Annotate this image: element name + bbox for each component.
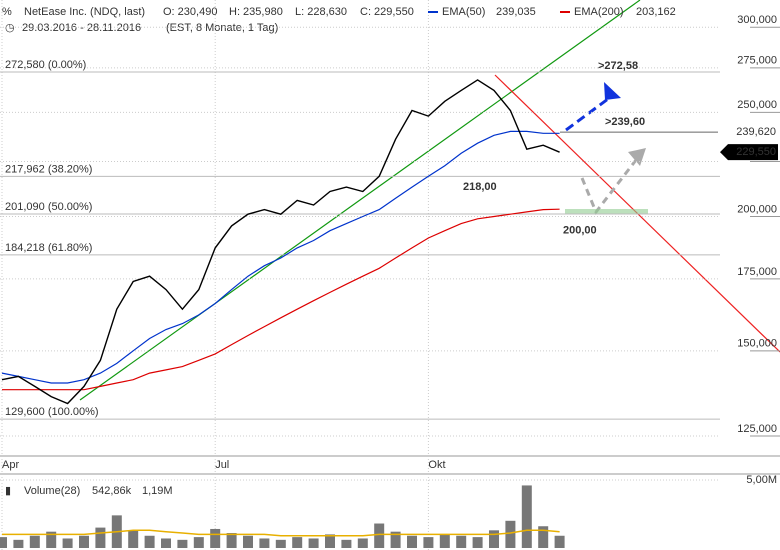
y-tick-label: 125,000 [737, 423, 777, 435]
y-tick-label: 175,000 [737, 266, 777, 278]
volume-bar [374, 523, 385, 548]
volume-bar [243, 535, 253, 548]
fib-label: 184,218 (61.80%) [5, 242, 92, 254]
volume-bar [193, 537, 204, 548]
fib-label: 201,090 (50.00%) [5, 201, 92, 213]
volume-bar [325, 534, 335, 548]
volume-bar [390, 531, 401, 548]
volume-bar [128, 530, 139, 548]
volume-bar [554, 535, 565, 548]
price-line [1, 79, 560, 405]
volume-bar [259, 538, 270, 548]
volume-bar [456, 535, 467, 548]
volume-bar [489, 530, 499, 548]
legend-label: EMA(200) [574, 6, 624, 18]
volume-bar [423, 537, 434, 548]
volume-icon: ▮ [5, 485, 11, 497]
resistance-label: 239,620 [736, 126, 776, 138]
volume-average: 1,19M [142, 485, 173, 497]
volume-bar [29, 535, 40, 548]
x-tick-label: Okt [428, 459, 445, 471]
x-tick-label: Jul [215, 459, 229, 471]
volume-bar [95, 527, 106, 548]
volume-bar [13, 539, 24, 548]
volume-bar [210, 528, 221, 548]
volume-bar [292, 537, 303, 548]
y-tick-label: 275,000 [737, 55, 777, 67]
y-tick-label: 200,000 [737, 203, 777, 215]
period-info: (EST, 8 Monate, 1 Tag) [166, 22, 278, 34]
fib-label: 272,580 (0.00%) [5, 59, 86, 71]
volume-bar [472, 537, 483, 548]
volume-bar [521, 485, 532, 548]
price-line [1, 130, 560, 384]
price-line [2, 208, 560, 391]
volume-average-line [2, 529, 560, 537]
annotation: 200,00 [563, 224, 597, 236]
y-tick-label: 250,000 [737, 99, 777, 111]
clock-icon: ◷ [5, 22, 15, 34]
volume-bar [161, 538, 171, 548]
legend-value: 239,035 [496, 6, 536, 18]
arrow-up [565, 94, 613, 132]
volume-bar [226, 533, 237, 548]
volume-bar [439, 534, 450, 548]
annotation: >272,58 [598, 60, 638, 72]
instrument: NetEase Inc. (NDQ, last) [24, 6, 145, 18]
volume-bar [0, 537, 7, 548]
high: H: 235,980 [229, 6, 283, 18]
volume-bar [275, 539, 286, 548]
legend-label: EMA(50) [442, 6, 485, 18]
volume-bar [62, 538, 73, 548]
volume-bar [79, 535, 89, 548]
arrow-head [628, 148, 646, 166]
y-tick-label: 150,000 [737, 338, 777, 350]
support-zone [565, 209, 648, 214]
open: O: 230,490 [163, 6, 217, 18]
icon: % [2, 6, 12, 18]
volume-bar [46, 531, 57, 548]
y-tick-label: 300,000 [737, 14, 777, 26]
volume-value: 542,86k [92, 485, 132, 497]
trend-line-support [79, 0, 641, 401]
volume-bar [308, 538, 319, 548]
arrow-head [604, 82, 621, 100]
fib-label: 129,600 (100.00%) [5, 406, 99, 418]
annotation: 218,00 [463, 181, 497, 193]
volume-bar [538, 526, 549, 548]
price-tag [720, 144, 778, 161]
y-tick-label: 5,00M [746, 474, 777, 486]
volume-bar [357, 538, 368, 548]
volume-bar [144, 535, 155, 548]
volume-bar [177, 539, 188, 548]
volume-bar [407, 535, 417, 548]
low: L: 228,630 [295, 6, 347, 18]
fib-label: 217,962 (38.20%) [5, 163, 92, 175]
x-tick-label: Apr [2, 459, 19, 471]
volume-bar [505, 520, 516, 548]
close: C: 229,550 [360, 6, 414, 18]
legend-value: 203,162 [636, 6, 676, 18]
annotation: >239,60 [605, 116, 645, 128]
date-range: 29.03.2016 - 28.11.2016 [22, 22, 141, 34]
price-tag-label: 229,550 [736, 146, 776, 158]
volume-bar [341, 539, 352, 548]
volume-title: Volume(28) [24, 485, 80, 497]
